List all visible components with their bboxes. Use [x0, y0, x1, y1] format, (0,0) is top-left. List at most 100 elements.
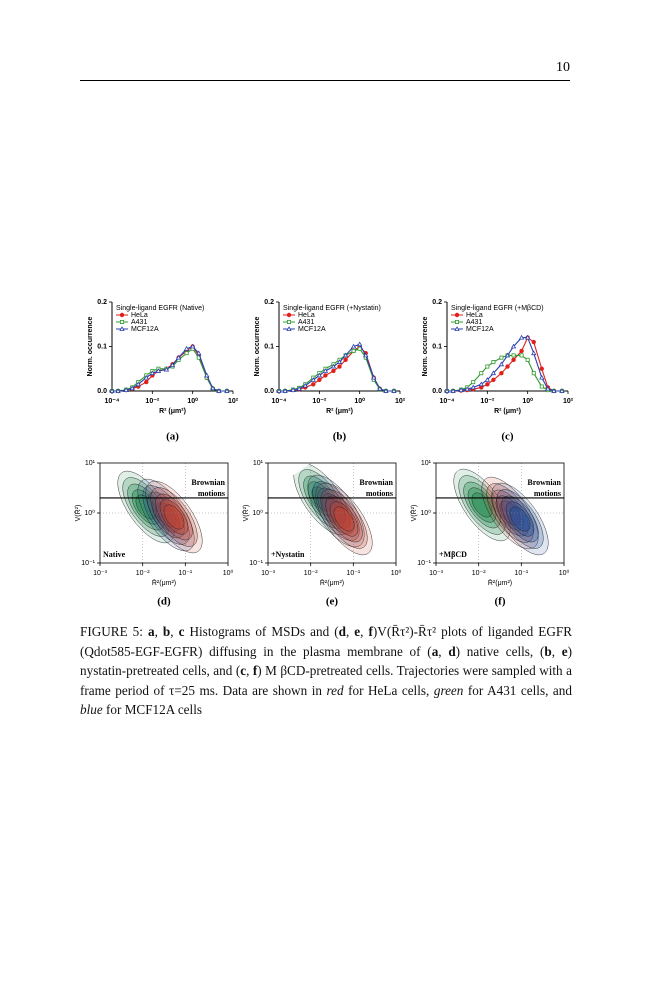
x-axis-label: R̄²(μm²) — [152, 579, 176, 587]
y-tick-label: 0.0 — [97, 388, 107, 395]
x-tick-label: 10⁻² — [145, 398, 159, 405]
panel-label: (e) — [326, 596, 339, 608]
contour — [145, 480, 203, 554]
x-tick-label: 10⁻⁴ — [272, 398, 287, 405]
y-tick-label: 10⁻¹ — [417, 560, 431, 567]
contour — [163, 504, 185, 530]
x-tick-label: 10⁻² — [136, 570, 150, 577]
data-point — [115, 388, 121, 393]
caption-text: for HeLa cells, — [343, 682, 434, 698]
contour — [329, 501, 359, 537]
x-tick-label: 10⁻³ — [261, 570, 275, 577]
data-point — [519, 353, 524, 358]
y-tick-label: 0.1 — [97, 343, 107, 350]
contour — [333, 506, 355, 532]
y-tick-label: 0.2 — [432, 299, 442, 306]
caption-text: green — [433, 682, 464, 698]
data-point — [204, 372, 210, 378]
series-line — [112, 345, 227, 392]
y-tick-label: 0.2 — [97, 299, 107, 306]
data-point — [342, 352, 349, 358]
contour — [491, 482, 549, 556]
caption-text: f — [252, 663, 258, 678]
legend-marker — [119, 326, 125, 331]
x-tick-label: 10⁻⁴ — [105, 398, 120, 405]
caption-text: , — [345, 624, 355, 639]
caption-text: blue — [80, 702, 103, 717]
legend-marker — [454, 326, 460, 331]
legend-title: Single-ligand EGFR (Native) — [116, 305, 204, 312]
caption-text: a — [147, 624, 155, 639]
contour — [471, 492, 493, 518]
data-point — [471, 380, 476, 385]
x-tick-label: 10⁻³ — [93, 570, 107, 577]
data-point — [383, 388, 389, 393]
data-point — [504, 352, 511, 358]
x-tick-label: 10⁻² — [304, 570, 318, 577]
caption-text: ) nystatin-pretreated cells, and ( — [80, 643, 573, 679]
caption-text: for MCF12A cells — [102, 702, 202, 717]
caption-text: FIGURE 5: — [80, 624, 148, 639]
contour — [458, 475, 506, 535]
data-point — [499, 371, 504, 376]
y-tick-label: 0.1 — [264, 343, 274, 350]
data-point — [464, 386, 470, 392]
y-axis-label: V(R̄²) — [242, 505, 250, 522]
data-point — [539, 384, 544, 389]
contour — [155, 493, 193, 541]
data-point — [511, 357, 516, 363]
caption-text: , — [170, 624, 179, 639]
caption-text: , — [438, 643, 449, 659]
data-point — [525, 357, 530, 362]
x-tick-label: 10² — [228, 398, 239, 405]
y-tick-label: 10⁻¹ — [249, 560, 263, 567]
y-axis-label: Norm. occurrence — [422, 316, 429, 376]
x-tick-label: 10⁰ — [187, 397, 198, 405]
panel-label: (d) — [157, 596, 171, 608]
y-tick-label: 0.1 — [432, 343, 442, 350]
caption-text: d — [448, 643, 456, 659]
panel-label: (a) — [166, 431, 179, 443]
y-tick-label: 10⁰ — [84, 509, 95, 517]
contour — [320, 489, 368, 549]
caption: FIGURE 5: a, b, c Histograms of MSDs and… — [80, 622, 572, 720]
data-point — [350, 343, 357, 349]
data-point — [175, 354, 182, 360]
legend-label: A431 — [466, 319, 482, 326]
data-point — [356, 341, 363, 347]
y-tick-label: 0.2 — [264, 299, 274, 306]
contour — [117, 470, 175, 544]
caption-text: , — [246, 663, 253, 678]
data-point — [458, 387, 464, 393]
y-tick-label: 0.0 — [264, 388, 274, 395]
annotation: Native — [103, 550, 126, 559]
x-axis-label: R̄²(μm²) — [320, 579, 344, 587]
page-number: 10 — [556, 60, 570, 75]
data-point — [478, 381, 484, 387]
x-tick-label: 10⁻² — [472, 570, 486, 577]
caption-text: a — [431, 643, 439, 659]
data-point — [123, 387, 129, 393]
contour — [159, 499, 189, 535]
legend-label: HeLa — [131, 312, 148, 319]
legend-marker — [119, 312, 125, 318]
data-point — [518, 334, 525, 340]
data-point — [539, 374, 545, 380]
x-axis-label: R̄²(μm²) — [488, 579, 512, 587]
x-tick-label: 10⁻⁴ — [440, 398, 455, 405]
caption-text: e — [561, 643, 568, 659]
contour — [467, 487, 497, 523]
x-tick-label: 10⁰ — [522, 397, 533, 405]
region-label: motions — [534, 489, 561, 498]
contour — [505, 501, 535, 537]
legend-label: A431 — [298, 319, 314, 326]
contour-group — [293, 462, 373, 556]
data-point — [470, 384, 476, 390]
data-point — [302, 382, 308, 388]
y-tick-label: 10¹ — [85, 460, 96, 467]
legend-marker — [454, 312, 460, 318]
contour-group — [453, 468, 549, 556]
x-axis-label: R² (μm²) — [494, 408, 521, 415]
contour — [325, 495, 363, 543]
data-point — [322, 368, 329, 373]
